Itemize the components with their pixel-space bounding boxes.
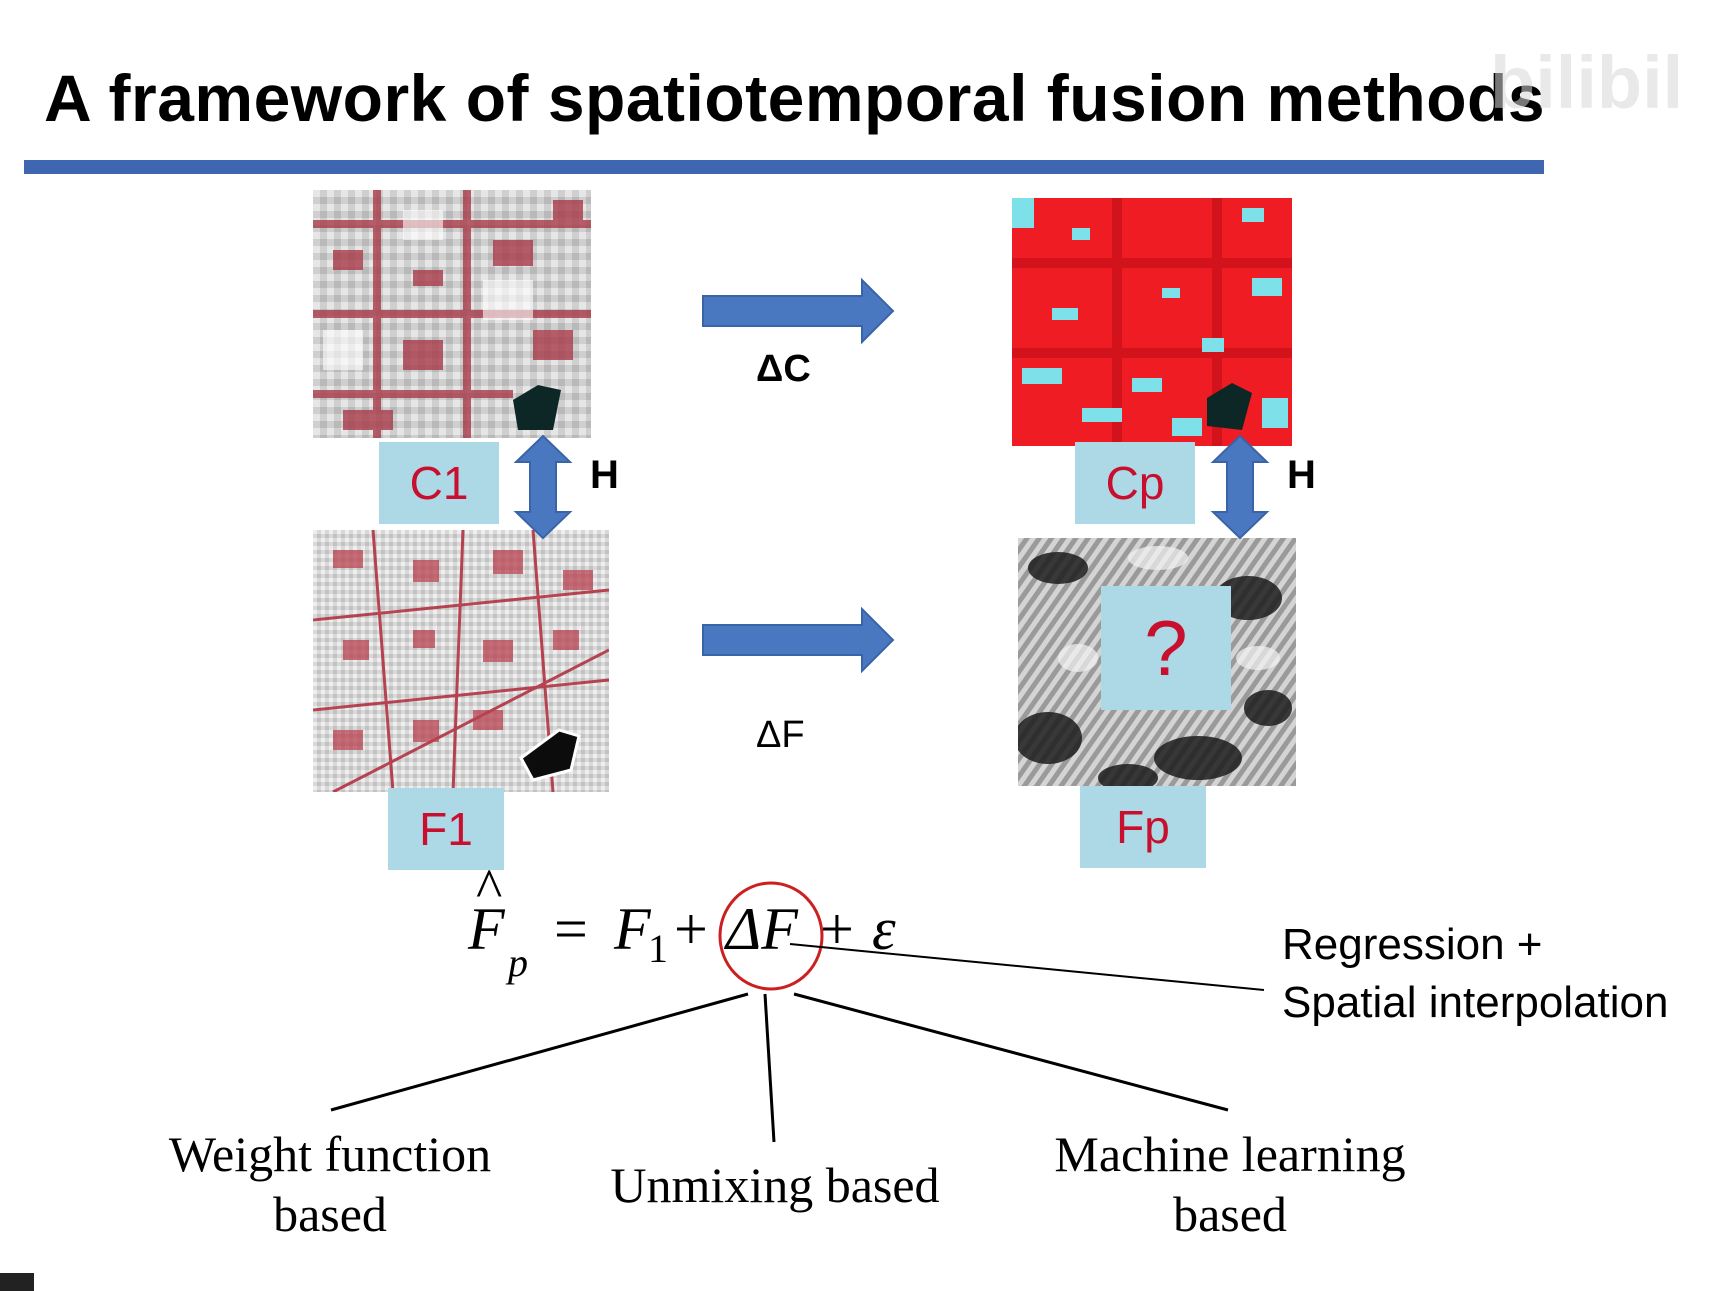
eq-f1-sub: 1: [648, 926, 668, 971]
watermark-logo: bilibili: [1490, 28, 1704, 128]
line-to-regression: [789, 943, 1265, 991]
h-right-arrow: [1210, 434, 1270, 540]
eq-lhs: F: [468, 896, 505, 962]
weight-method-line1: Weight function: [168, 1126, 492, 1182]
delta-c-arrow: [702, 277, 895, 345]
eq-delta-f: ΔF: [726, 896, 798, 962]
corner-mark: [0, 1273, 34, 1291]
cp-label: Cp: [1075, 442, 1195, 524]
fp-label: Fp: [1080, 786, 1206, 868]
unmixing-method-line1: Unmixing based: [610, 1157, 940, 1213]
eq-plus-1: +: [674, 896, 708, 962]
regression-note-line2: Spatial interpolation: [1282, 978, 1669, 1027]
regression-note: Regression + Spatial interpolation: [1282, 916, 1668, 1032]
c1-image: [313, 190, 591, 438]
f1-image: [313, 530, 609, 792]
unknown-placeholder: ?: [1101, 586, 1231, 710]
weight-function-method: Weight function based: [140, 1124, 520, 1244]
ml-method-line1: Machine learning: [1054, 1126, 1406, 1182]
c1-label: C1: [379, 442, 499, 524]
line-to-unmixing: [763, 993, 776, 1143]
delta-c-label: ΔC: [756, 348, 811, 390]
f1-label: F1: [388, 788, 504, 870]
line-to-weight: [330, 992, 749, 1112]
fusion-equation: F ^ p = F 1 + ΔF + ε: [468, 858, 928, 1005]
h-left-arrow: [513, 434, 573, 540]
delta-f-highlight-circle: [718, 881, 824, 991]
cp-image: [1012, 198, 1292, 446]
unmixing-method: Unmixing based: [580, 1155, 970, 1215]
h-right-label: H: [1287, 453, 1316, 497]
weight-method-line2: based: [273, 1186, 387, 1242]
delta-f-arrow: [702, 606, 895, 674]
page-title: A framework of spatiotemporal fusion met…: [44, 61, 1546, 135]
line-to-ml: [793, 992, 1229, 1112]
eq-equals: =: [554, 896, 588, 962]
eq-plus-2: +: [820, 896, 854, 962]
watermark-text: bilibili: [1490, 41, 1680, 124]
eq-epsilon: ε: [872, 896, 896, 962]
h-left-label: H: [590, 453, 619, 497]
ml-method-line2: based: [1173, 1186, 1287, 1242]
eq-lhs-sub: p: [508, 940, 528, 985]
delta-f-label: ΔF: [756, 714, 805, 756]
regression-note-line1: Regression +: [1282, 920, 1543, 969]
eq-lhs-hat: ^: [476, 858, 503, 920]
eq-f1: F: [614, 896, 651, 962]
machine-learning-method: Machine learning based: [1030, 1124, 1430, 1244]
title-rule: [24, 160, 1544, 174]
